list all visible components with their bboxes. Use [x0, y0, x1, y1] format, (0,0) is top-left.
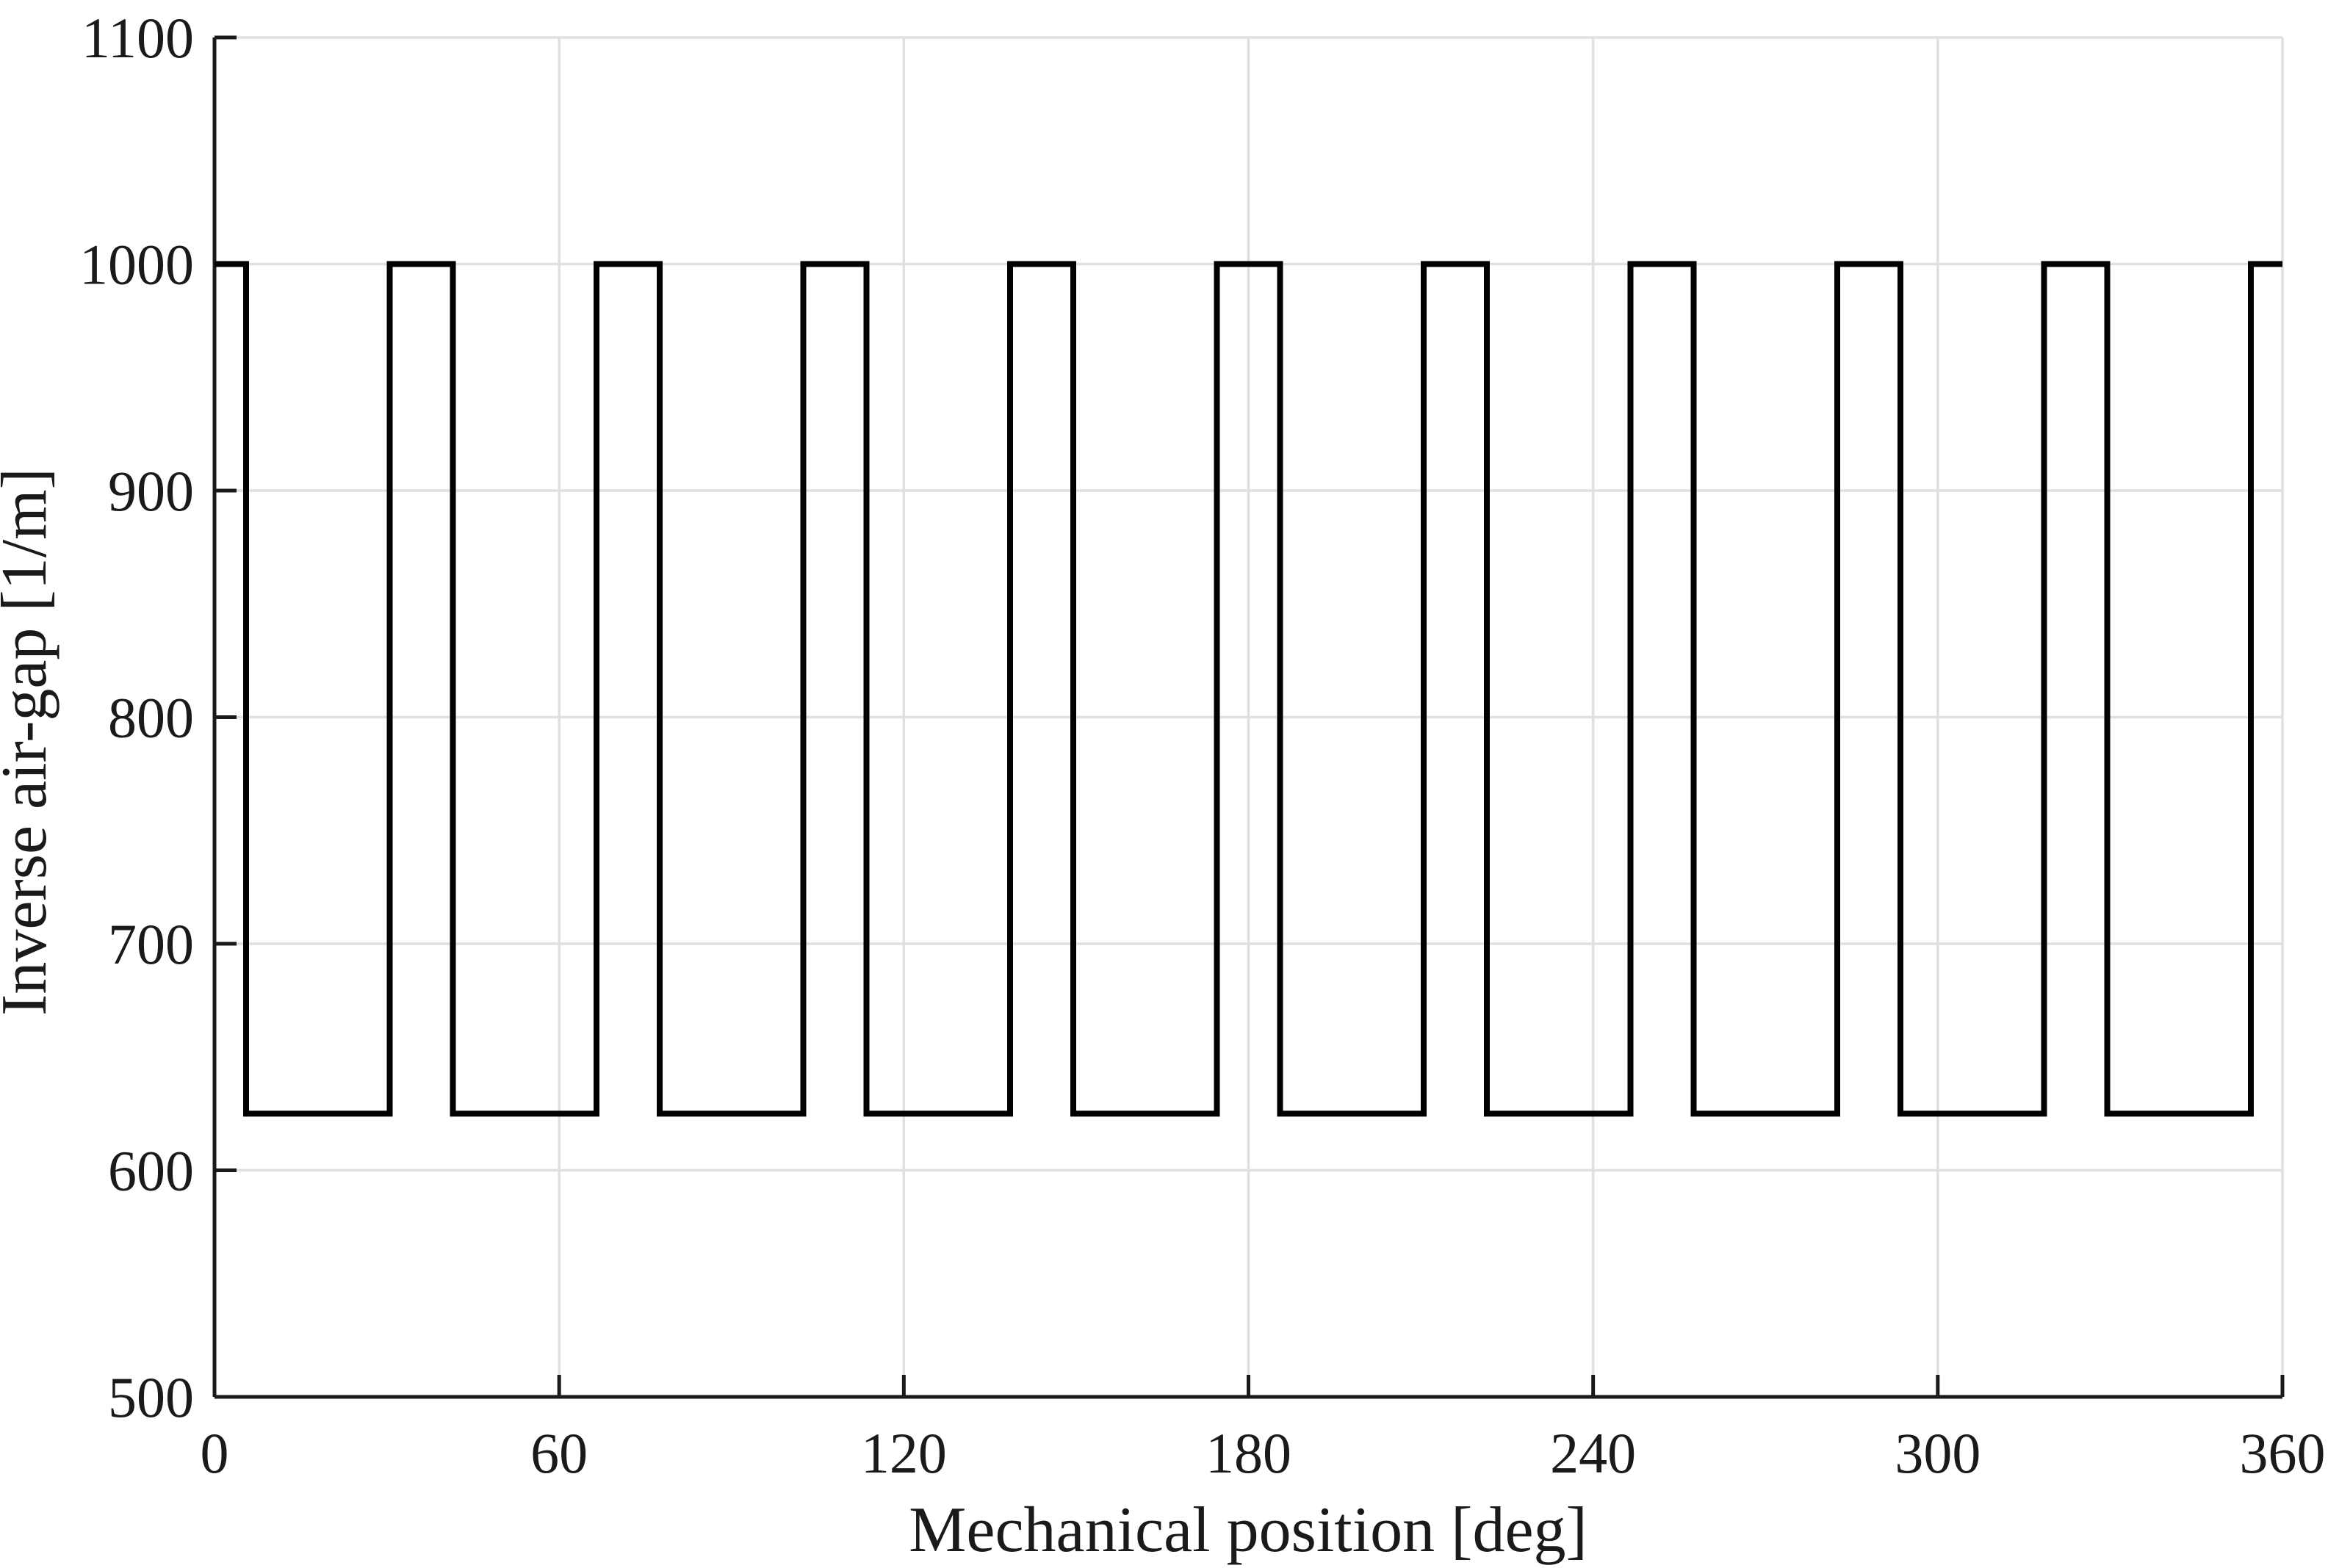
tick-labels: 0 60 120 180 240 300 360 500 600 700 800 900 1000 110…	[79, 6, 2326, 1485]
y-tick-label: 1000	[79, 233, 194, 297]
y-tick-label: 900	[108, 459, 194, 523]
x-tick-label: 0	[201, 1421, 229, 1485]
y-tick-label: 800	[108, 686, 194, 750]
y-axis-label: Inverse air-gap [1/m]	[0, 468, 60, 1016]
x-tick-label: 300	[1895, 1421, 1981, 1485]
y-tick-label: 600	[108, 1139, 194, 1203]
y-tick-label: 1100	[82, 6, 194, 70]
x-tick-label: 360	[2240, 1421, 2326, 1485]
x-tick-label: 240	[1550, 1421, 1636, 1485]
x-axis-label: Mechanical position [deg]	[909, 1495, 1587, 1566]
waveform-line	[215, 261, 2282, 1117]
waveform-polyline	[215, 261, 2282, 1117]
x-tick-label: 180	[1205, 1421, 1291, 1485]
x-tick-label: 60	[530, 1421, 588, 1485]
gridlines	[215, 36, 2284, 1397]
y-tick-label: 700	[108, 912, 194, 976]
x-tick-label: 120	[861, 1421, 947, 1485]
y-tick-label: 500	[108, 1365, 194, 1429]
